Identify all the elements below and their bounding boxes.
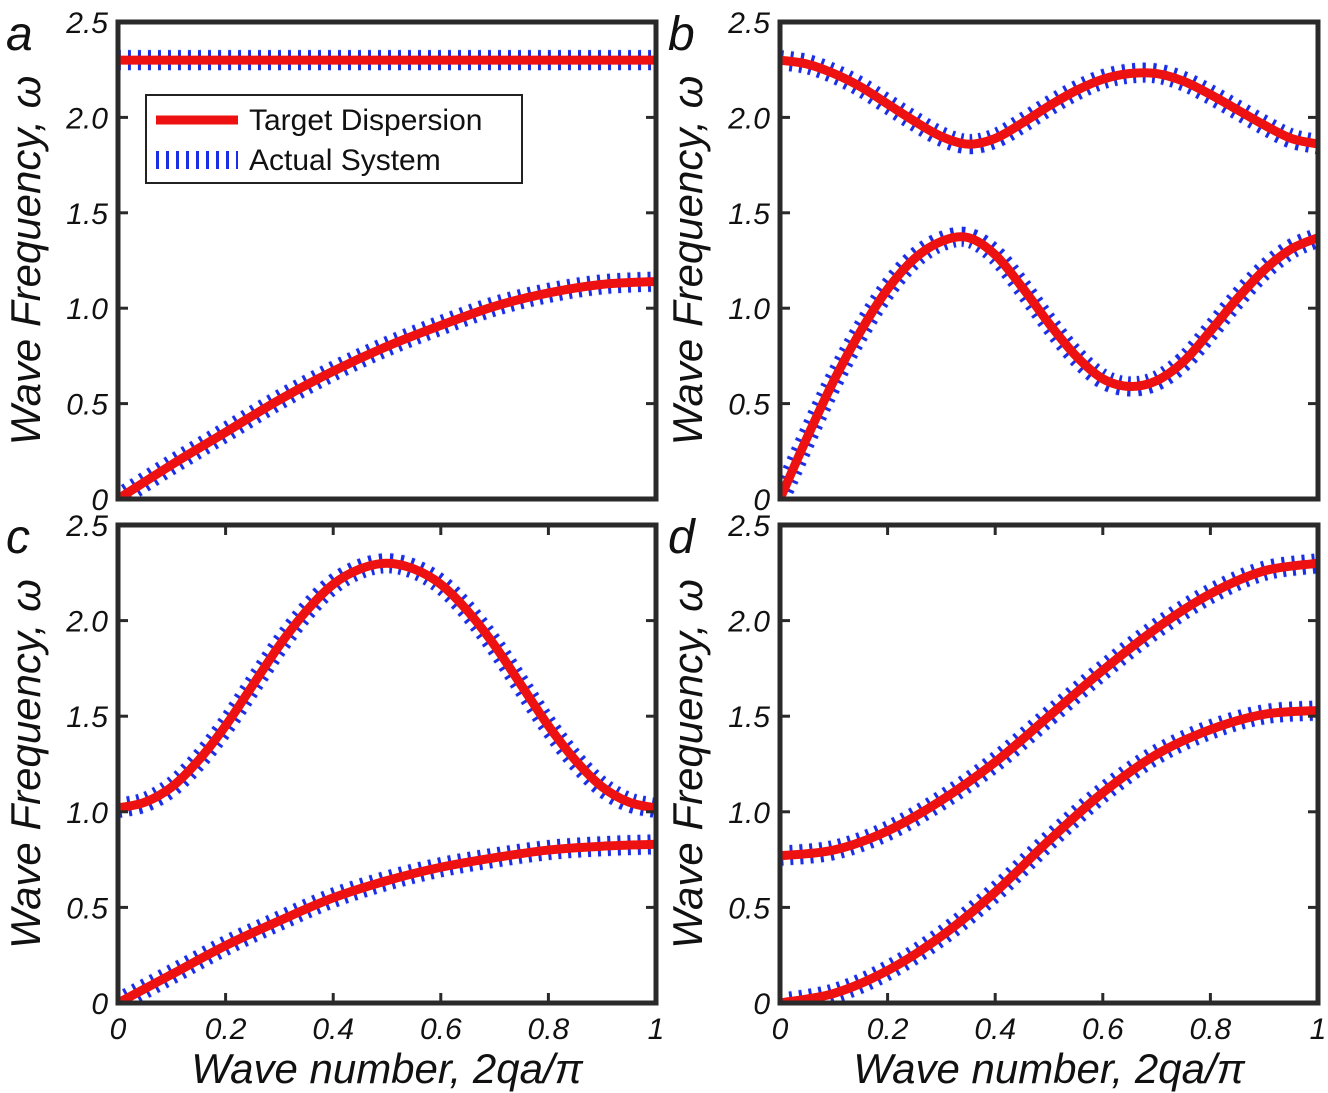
x-tick-label: 1 — [1310, 1013, 1327, 1046]
x-tick-label: 0.6 — [420, 1013, 462, 1046]
y-tick-label: 1.5 — [728, 701, 770, 734]
panel-a: 0 0.5 1.0 1.5 2.0 2.5 Wave Frequency, ω a Target… — [2, 7, 659, 517]
series-group — [118, 49, 656, 499]
series-group — [780, 49, 1318, 499]
legend-target-label: Target Dispersion — [249, 104, 482, 137]
panel-letter: b — [668, 8, 695, 61]
y-tick-label: 1.0 — [728, 293, 770, 326]
y-tick-label: 0.5 — [66, 892, 108, 925]
legend: Target Dispersion Actual System — [145, 94, 523, 184]
target-dispersion-line-1 — [780, 558, 1318, 861]
x-tick-label: 1 — [648, 1013, 665, 1046]
x-tick-label: 0.2 — [867, 1013, 909, 1046]
actual-system-line-1 — [780, 553, 1318, 866]
x-tick-label: 0.4 — [974, 1013, 1016, 1046]
y-tick-label: 1.5 — [728, 198, 770, 231]
x-axis-label: Wave number, 2qa/π — [191, 1045, 583, 1092]
y-tick-label: 1.0 — [66, 797, 108, 830]
y-tick-label: 0.5 — [66, 389, 108, 422]
x-tick-label: 0 — [110, 1013, 127, 1046]
actual-system-line-1 — [118, 553, 656, 818]
y-tick-label: 1.5 — [66, 701, 108, 734]
target-dispersion-line-1 — [780, 55, 1318, 149]
actual-system-line-2 — [780, 700, 1318, 1003]
panel-c: 0 0.5 1.0 1.5 2.0 2.5 0 0.2 0.4 0.6 0.8 1 Wave numbe… — [2, 510, 664, 1092]
panel-d: 0 0.5 1.0 1.5 2.0 2.5 0 0.2 0.4 0.6 0.8 1 Wave numbe… — [664, 510, 1326, 1092]
x-tick-label: 0.2 — [205, 1013, 247, 1046]
y-axis-label: Wave Frequency, ω — [664, 579, 711, 949]
target-dispersion-line-1 — [118, 558, 656, 813]
actual-system-line-2 — [780, 226, 1318, 499]
y-tick-label: 1.0 — [728, 797, 770, 830]
actual-system-halo-1 — [118, 552, 656, 819]
target-dispersion-line-2 — [118, 839, 656, 1003]
y-tick-label: 0.5 — [728, 389, 770, 422]
y-tick-label: 2.0 — [65, 102, 108, 135]
y-tick-label: 1.0 — [66, 293, 108, 326]
y-tick-label: 0 — [91, 988, 108, 1021]
axes-frame — [777, 522, 1321, 1006]
series-group — [118, 552, 656, 1003]
y-tick-label: 0 — [753, 484, 770, 517]
axes-frame — [115, 522, 659, 1006]
panel-letter: d — [668, 511, 696, 564]
y-tick-label: 2.5 — [65, 510, 108, 543]
x-axis-label: Wave number, 2qa/π — [853, 1045, 1245, 1092]
y-tick-label: 0.5 — [728, 892, 770, 925]
panel-b: 0 0.5 1.0 1.5 2.0 2.5 Wave Frequency, ω b — [664, 7, 1321, 517]
legend-actual-label: Actual System — [249, 144, 441, 177]
y-tick-label: 1.5 — [66, 198, 108, 231]
panel-letter: c — [6, 511, 30, 564]
actual-system-halo-2 — [118, 270, 656, 499]
actual-system-halo-2 — [118, 833, 656, 1003]
y-axis-label: Wave Frequency, ω — [2, 579, 49, 949]
x-tick-label: 0.4 — [312, 1013, 354, 1046]
actual-system-halo-2 — [780, 699, 1318, 1003]
series-group — [780, 552, 1318, 1003]
actual-system-line-2 — [118, 271, 656, 499]
panel-letter: a — [6, 8, 33, 61]
actual-system-halo-1 — [780, 552, 1318, 867]
target-dispersion-line-2 — [780, 705, 1318, 1003]
actual-system-halo-2 — [780, 225, 1318, 499]
x-tick-label: 0 — [772, 1013, 789, 1046]
x-tick-label: 0.8 — [1190, 1013, 1232, 1046]
y-axis-label: Wave Frequency, ω — [2, 76, 49, 446]
target-dispersion-line-2 — [118, 276, 656, 499]
y-tick-label: 2.5 — [727, 510, 770, 543]
x-tick-label: 0.6 — [1082, 1013, 1124, 1046]
y-tick-label: 2.0 — [727, 606, 770, 639]
x-tick-label: 0.8 — [528, 1013, 570, 1046]
axes-frame — [115, 19, 659, 502]
y-tick-label: 0 — [91, 484, 108, 517]
target-dispersion-line-2 — [780, 232, 1318, 499]
y-tick-label: 2.5 — [65, 7, 108, 40]
actual-system-line-2 — [118, 834, 656, 1003]
y-tick-label: 2.5 — [727, 7, 770, 40]
y-tick-label: 2.0 — [65, 606, 108, 639]
y-tick-label: 2.0 — [727, 102, 770, 135]
axes-frame — [777, 19, 1321, 502]
y-tick-label: 0 — [753, 988, 770, 1021]
y-axis-label: Wave Frequency, ω — [664, 76, 711, 446]
